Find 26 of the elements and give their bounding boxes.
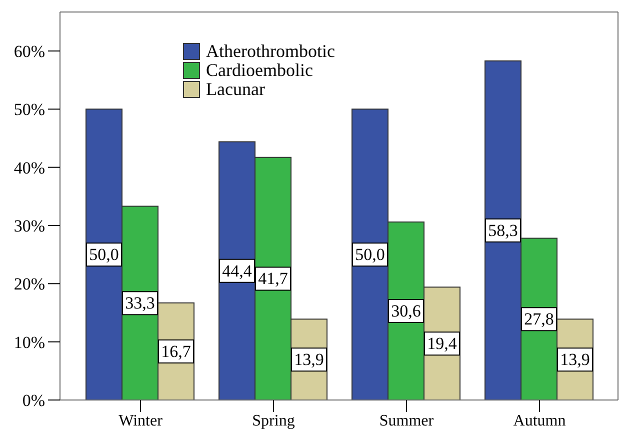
x-tick-label: Winter <box>118 412 164 430</box>
data-label: 50,0 <box>89 245 119 264</box>
y-tick-label: 60% <box>14 42 45 62</box>
legend-label: Atherothrombotic <box>206 41 335 61</box>
y-tick-label: 0% <box>22 391 45 410</box>
data-label: 13,9 <box>560 350 590 370</box>
data-label: 13,9 <box>294 350 324 370</box>
data-label: 30,6 <box>391 302 421 320</box>
data-label: 16,7 <box>161 342 192 361</box>
data-label: 27,8 <box>524 310 554 329</box>
data-label: 44,4 <box>222 261 252 280</box>
x-tick-label: Spring <box>252 412 295 430</box>
data-label: 41,7 <box>258 269 288 288</box>
data-label: 58,3 <box>488 220 518 240</box>
legend-label: Cardioembolic <box>206 60 313 80</box>
y-tick-label: 20% <box>14 274 45 294</box>
data-label: 50,0 <box>355 245 385 264</box>
x-tick-label: Summer <box>379 412 434 430</box>
y-tick-label: 30% <box>14 216 45 236</box>
data-label: 33,3 <box>125 294 155 313</box>
x-tick-label: Autumn <box>513 412 566 430</box>
data-label: 19,4 <box>427 334 458 354</box>
y-tick-label: 50% <box>14 100 45 120</box>
y-tick-label: 40% <box>14 158 45 178</box>
y-tick-label: 10% <box>14 332 45 352</box>
legend-label: Lacunar <box>206 79 265 99</box>
